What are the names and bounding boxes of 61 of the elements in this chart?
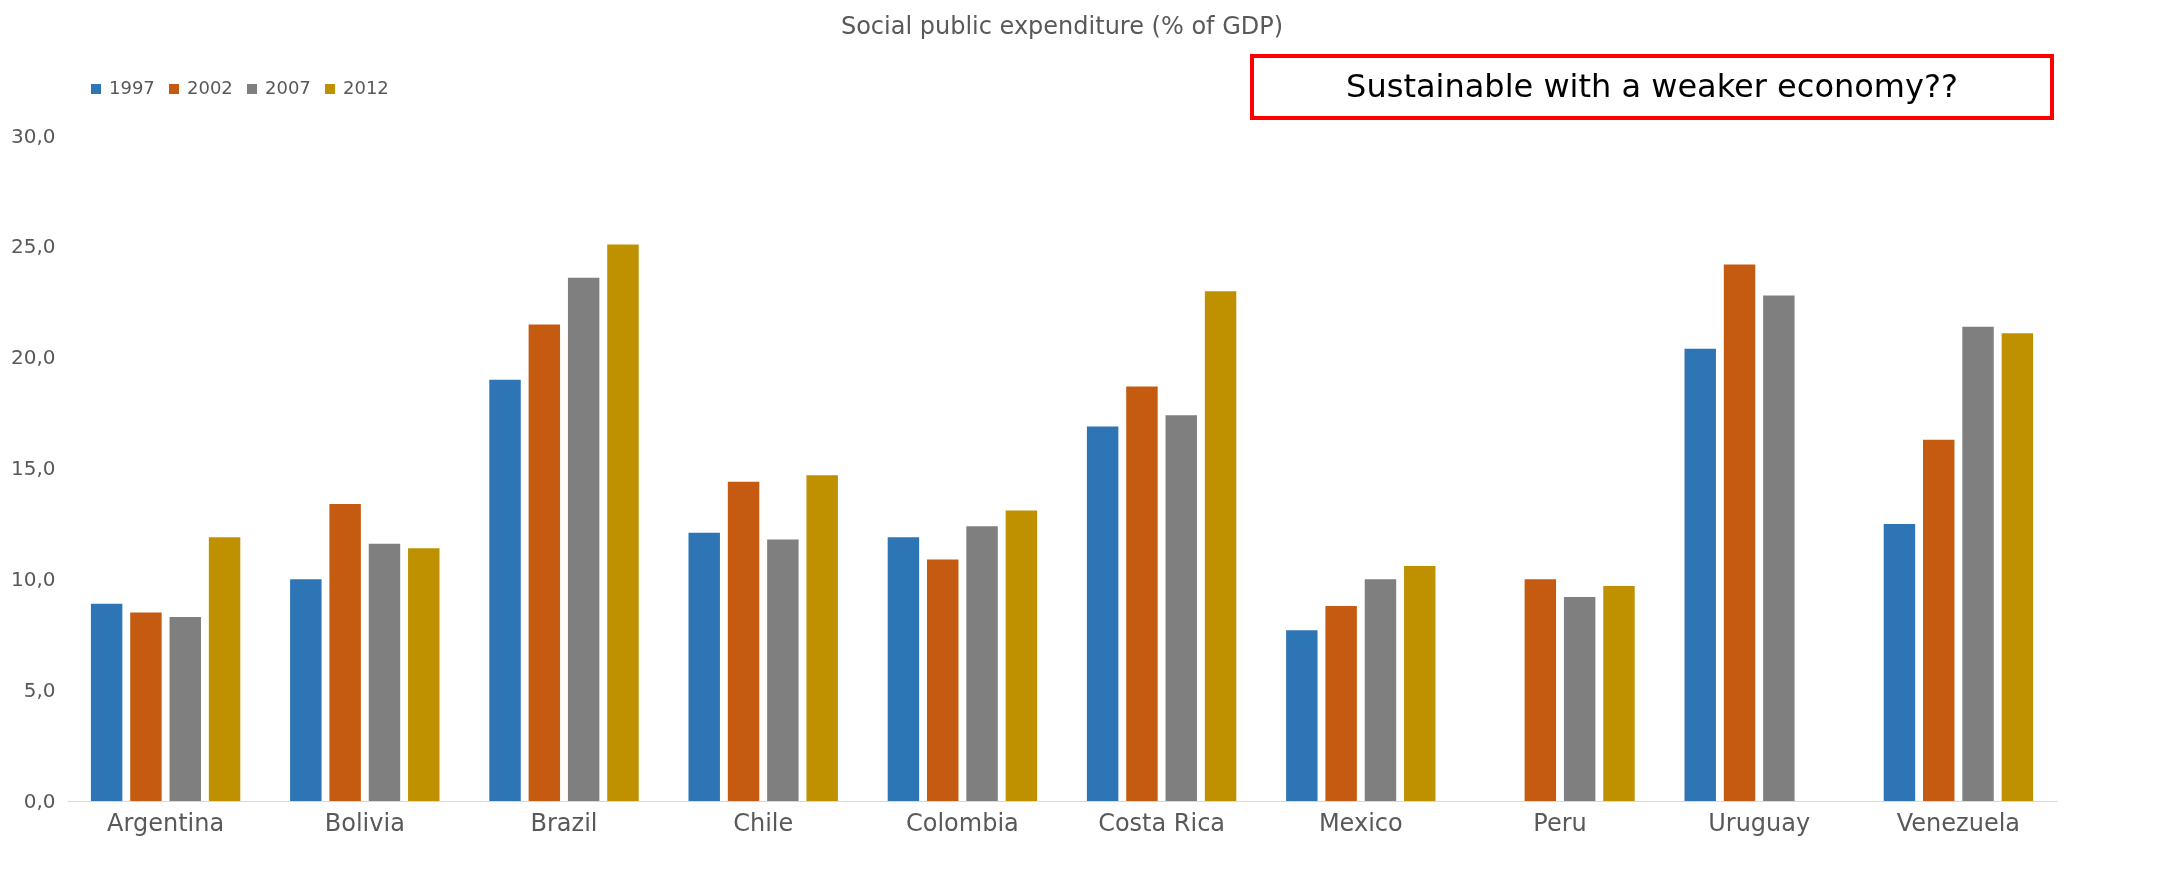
bar <box>966 526 998 801</box>
x-tick-label: Chile <box>733 808 794 837</box>
bar <box>1923 439 1955 801</box>
x-tick-label: Colombia <box>906 808 1019 837</box>
bar <box>1204 291 1237 801</box>
bar <box>2001 333 2034 801</box>
y-tick-label: 20,0 <box>10 345 56 370</box>
x-tick-label: Costa Rica <box>1098 808 1226 837</box>
bar <box>1325 605 1357 801</box>
bar <box>368 543 401 801</box>
bar <box>607 244 639 801</box>
x-tick-label: Mexico <box>1318 808 1403 837</box>
bar <box>90 603 123 801</box>
bar <box>329 503 361 801</box>
bar <box>489 379 521 801</box>
bar <box>208 537 241 801</box>
x-tick-label: Peru <box>1533 808 1587 837</box>
y-tick-label: 10,0 <box>10 566 56 591</box>
bar <box>887 537 920 801</box>
x-tick-label: Brazil <box>530 808 598 837</box>
bar <box>290 579 322 801</box>
bar <box>528 324 561 801</box>
x-tick-label: Argentina <box>107 808 225 837</box>
bar <box>169 617 201 801</box>
bar <box>767 539 799 801</box>
bar <box>1603 585 1635 801</box>
y-tick-label: 30,0 <box>10 123 56 148</box>
bar <box>1962 326 1994 801</box>
x-tick-label: Uruguay <box>1708 808 1811 837</box>
bar <box>1286 630 1318 801</box>
bar <box>1165 415 1197 801</box>
bar <box>1723 264 1756 801</box>
bar <box>1005 510 1038 801</box>
legend-label: 2007 <box>265 77 311 98</box>
x-tick-label: Bolivia <box>324 808 405 837</box>
bar <box>927 559 959 801</box>
legend-label: 2012 <box>343 77 389 98</box>
bar <box>1364 579 1397 801</box>
bar <box>806 475 838 801</box>
bar <box>727 481 760 801</box>
y-tick-label: 15,0 <box>10 456 56 480</box>
bar <box>1763 295 1795 801</box>
y-tick-label: 25,0 <box>10 234 56 259</box>
y-tick-label: 0,0 <box>23 788 56 813</box>
text: Sustainable with a weaker economy?? <box>1346 67 1958 105</box>
y-tick-label: 5,0 <box>23 677 56 702</box>
bar <box>1524 579 1557 801</box>
x-tick-label: Venezuela <box>1896 808 2021 837</box>
bar <box>1563 597 1596 801</box>
chart-title: Social public expenditure (% of GDP) <box>840 12 1284 40</box>
bar <box>567 277 600 801</box>
legend-label: 2002 <box>187 77 233 98</box>
bar <box>1883 523 1916 801</box>
legend-label: 1997 <box>109 77 155 98</box>
bar <box>1684 348 1716 801</box>
bar <box>688 532 720 801</box>
bar <box>1404 566 1436 801</box>
bar <box>130 612 162 801</box>
bar <box>1126 386 1158 801</box>
bar <box>408 548 440 801</box>
bar <box>1086 426 1119 801</box>
